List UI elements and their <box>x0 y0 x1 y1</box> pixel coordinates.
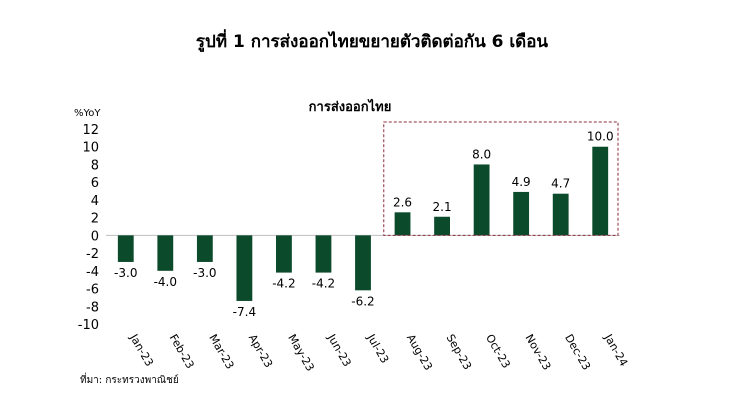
x-tick-label: Feb-23 <box>167 332 197 371</box>
data-label: 4.7 <box>551 177 570 191</box>
x-tick-label: Mar-23 <box>206 332 236 371</box>
y-tick-label: 6 <box>91 176 99 191</box>
x-tick-label: Sep-23 <box>443 332 474 372</box>
bar-dec-23 <box>552 193 569 236</box>
data-label: 4.9 <box>512 175 531 189</box>
x-axis: Jan-23 Feb-23 Mar-23 Apr-23 May-23 Jun-23 Jul-… <box>127 331 631 373</box>
data-label: -4.2 <box>312 277 335 291</box>
bar-aug-23 <box>394 212 411 236</box>
y-axis: %YoY 12 10 8 6 4 2 0 -2 -4 -6 -8 -10 <box>74 108 101 333</box>
x-tick-label: Jan-24 <box>601 331 630 369</box>
highlight-rect <box>383 121 619 236</box>
highlight-box <box>383 121 619 236</box>
bar-feb-23 <box>157 235 174 271</box>
y-tick-label: -6 <box>86 283 99 298</box>
data-label: -3.0 <box>114 266 137 280</box>
y-tick-label: -8 <box>86 300 99 315</box>
bar-nov-23 <box>513 191 530 236</box>
bar-jan-24 <box>592 146 609 236</box>
source-note: ที่มา: กระทรวงพาณิชย์ <box>80 375 179 386</box>
bars <box>106 146 620 301</box>
data-label: -3.0 <box>193 266 216 280</box>
data-label: -7.4 <box>233 305 256 319</box>
bar-sep-23 <box>434 216 450 236</box>
bar-apr-23 <box>236 235 253 301</box>
figure-title: รูปที่ 1 การส่งออกไทยขยายตัวติดต่อกัน 6 … <box>195 32 549 52</box>
chart-title: การส่งออกไทย <box>309 98 392 115</box>
x-tick-label: Oct-23 <box>483 332 513 371</box>
bar-may-23 <box>276 235 292 273</box>
bar-jun-23 <box>315 235 332 273</box>
y-tick-label: 2 <box>91 212 99 227</box>
data-label: 8.0 <box>472 147 491 161</box>
y-tick-label: -10 <box>78 318 99 333</box>
x-tick-label: Aug-23 <box>404 332 435 373</box>
y-tick-label: -2 <box>86 247 99 262</box>
y-tick-label: 10 <box>82 141 99 156</box>
x-tick-label: Jun-23 <box>324 331 353 369</box>
data-label: -4.0 <box>154 275 177 289</box>
data-label: 2.6 <box>393 195 412 209</box>
data-label: 2.1 <box>433 200 452 214</box>
x-tick-label: Jul-23 <box>364 331 391 365</box>
data-label: -6.2 <box>351 294 374 308</box>
bar-oct-23 <box>473 164 490 236</box>
bar-jul-23 <box>355 235 371 291</box>
x-tick-label: Dec-23 <box>562 332 593 373</box>
data-label: -4.2 <box>272 277 295 291</box>
y-tick-label: -4 <box>86 265 99 280</box>
data-label: 10.0 <box>587 130 614 144</box>
data-labels: -3.0 -4.0 -3.0 -7.4 -4.2 -4.2 -6.2 2.6 2.1 8.0 4.9… <box>114 130 614 319</box>
y-tick-label: 8 <box>91 158 99 173</box>
bar-jan-23 <box>117 235 134 262</box>
y-axis-label: %YoY <box>74 108 101 119</box>
y-tick-label: 12 <box>82 123 99 138</box>
y-tick-label: 0 <box>91 229 99 244</box>
x-tick-label: Apr-23 <box>246 332 275 370</box>
x-tick-label: May-23 <box>285 332 317 374</box>
bar-mar-23 <box>196 235 213 262</box>
x-tick-label: Nov-23 <box>523 332 554 372</box>
x-tick-label: Jan-23 <box>127 331 156 369</box>
y-tick-label: 4 <box>91 194 99 209</box>
